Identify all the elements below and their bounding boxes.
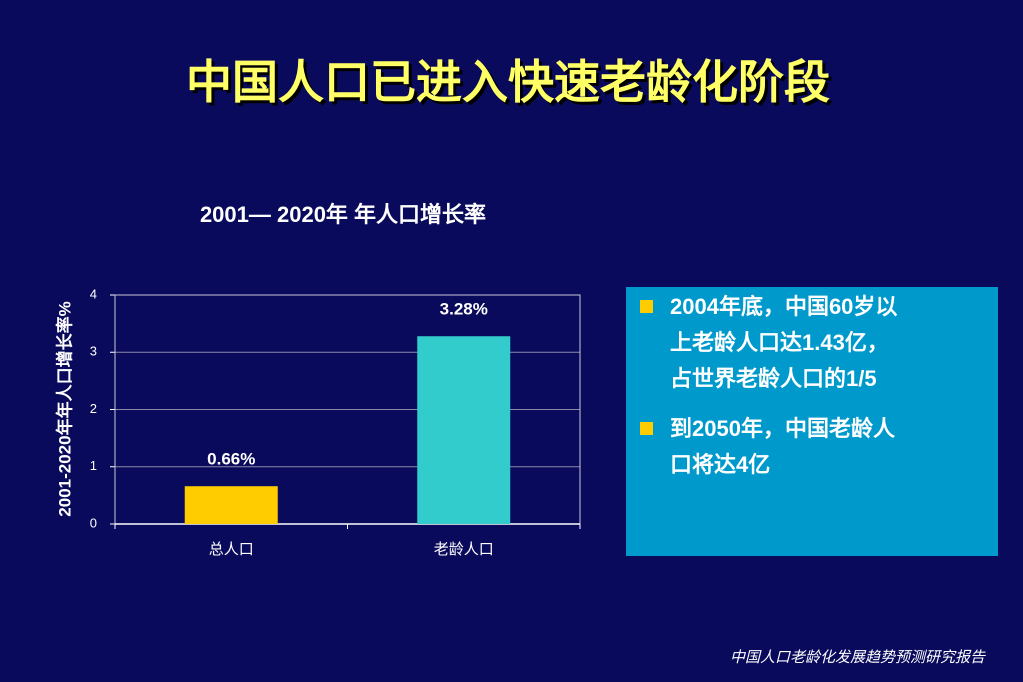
bullet-text: 口将达4亿 [670,452,770,477]
y-tick-label: 0 [90,515,97,530]
y-tick-label: 3 [90,344,97,359]
x-tick-label: 老龄人口 [434,541,494,558]
data-label: 3.28% [440,300,488,319]
x-tick-label: 总人口 [209,541,254,558]
chart-title: 2001— 2020年 年人口增长率 [200,202,486,227]
y-tick-label: 4 [90,286,97,301]
bullet-text: 2004年底，中国60岁以 [670,294,897,319]
bullet-text: 到2050年，中国老龄人 [670,416,895,441]
y-axis-label: 2001-2020年年人口增长率% [54,301,74,516]
bullet-text: 上老龄人口达1.43亿， [670,330,889,355]
bullet-marker [640,300,653,313]
bar [417,336,511,524]
bullet-text: 占世界老龄人口的1/5 [670,366,877,391]
note-box [626,287,998,556]
source-note: 中国人口老龄化发展趋势预测研究报告 [730,649,986,666]
bullet-marker [640,422,653,435]
y-tick-label: 2 [90,401,97,416]
bar [184,486,278,524]
slide-title: 中国人口已进入快速老龄化阶段 [186,56,830,108]
title-shadow: 中国人口已进入快速老龄化阶段 [189,59,833,111]
data-label: 0.66% [207,450,255,469]
y-tick-label: 1 [90,458,97,473]
